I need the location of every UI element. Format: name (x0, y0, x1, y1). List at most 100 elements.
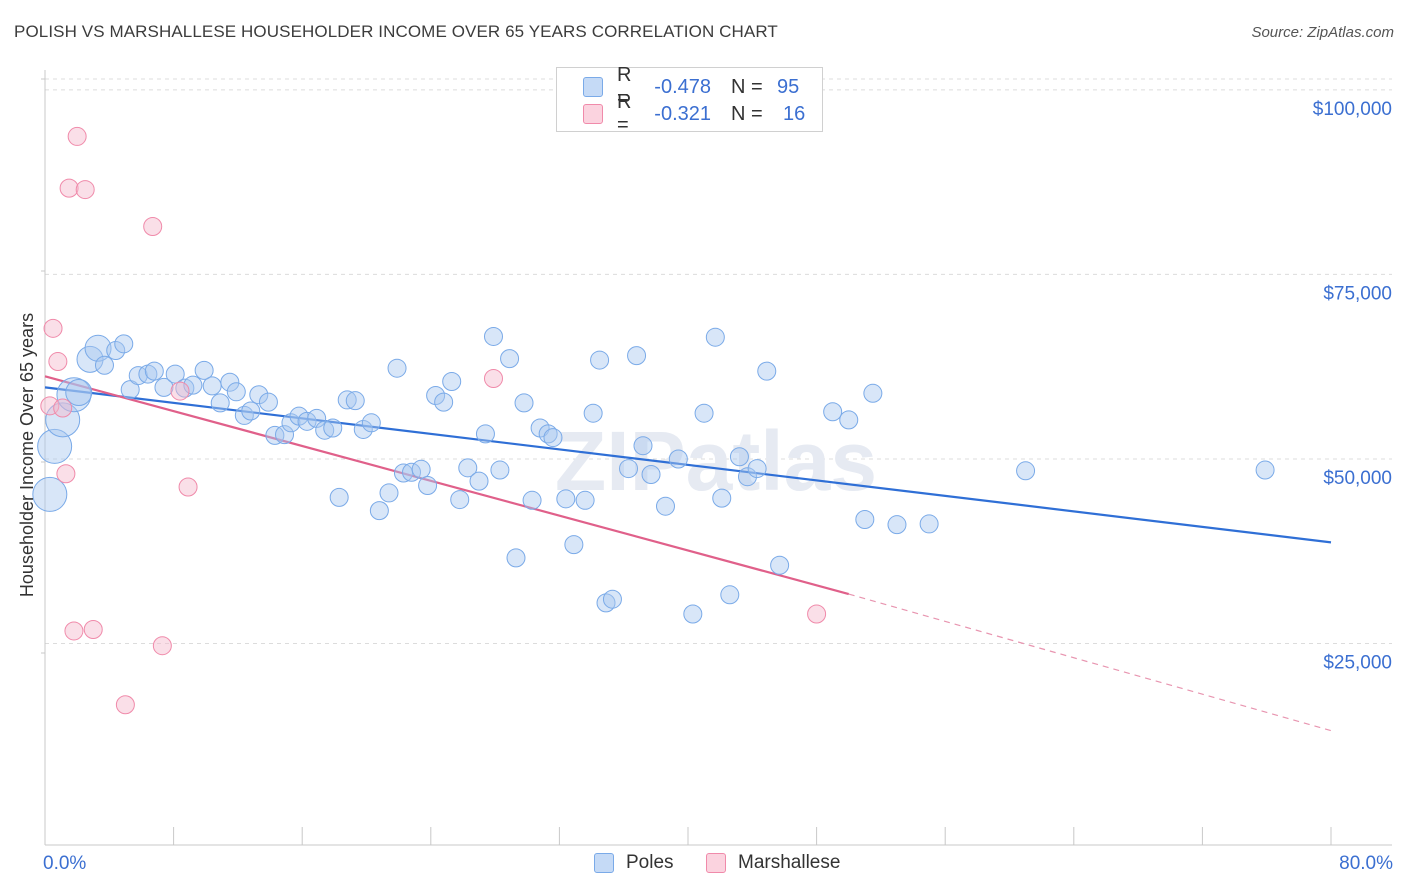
poles-point (737, 467, 757, 487)
poles-point (144, 361, 164, 381)
poles-point (323, 418, 343, 438)
poles-point (705, 327, 725, 347)
poles-point (694, 403, 714, 423)
poles-point (655, 496, 675, 516)
y-tick-label: $25,000 (1323, 652, 1392, 673)
legend-item-marshallese[interactable]: Marshallese (706, 852, 840, 874)
marshallese-point (83, 619, 103, 639)
chart-title: POLISH VS MARSHALLESE HOUSEHOLDER INCOME… (14, 22, 778, 41)
poles-point (329, 487, 349, 507)
poles-point (249, 385, 269, 405)
poles-swatch (583, 77, 603, 97)
poles-point (361, 413, 381, 433)
poles-point (76, 345, 104, 373)
legend-n-label: N = (731, 102, 763, 125)
legend-row-marshallese: R = -0.321 N = 16 (583, 91, 805, 136)
poles-point (241, 401, 261, 421)
legend-r-label: R = (617, 91, 632, 136)
poles-point (590, 350, 610, 370)
poles-point (863, 383, 883, 403)
marshallese-point (483, 369, 503, 389)
poles-point (258, 392, 278, 412)
poles-point (522, 490, 542, 510)
poles-point (641, 464, 661, 484)
poles-point (770, 555, 790, 575)
poles-point (94, 355, 114, 375)
legend-n-value: 95 (777, 75, 800, 98)
legend-item-poles[interactable]: Poles (594, 852, 674, 874)
poles-point (500, 349, 520, 369)
marshallese-trend-line (44, 375, 850, 596)
poles-point (729, 447, 749, 467)
poles-point (345, 391, 365, 411)
y-tick-label: $100,000 (1313, 99, 1392, 120)
marshallese-point (75, 180, 95, 200)
poles-point (210, 393, 230, 413)
marshallese-point (56, 464, 76, 484)
marshallese-point (59, 178, 79, 198)
legend-n-label: N = (731, 75, 763, 98)
poles-point (369, 501, 389, 521)
poles-point (583, 403, 603, 423)
series-legend: Poles Marshallese (0, 852, 1406, 878)
poles-point (683, 604, 703, 624)
poles-point (712, 488, 732, 508)
poles-point (556, 489, 576, 509)
poles-point (490, 460, 510, 480)
marshallese-point (152, 636, 172, 656)
poles-point (275, 425, 295, 445)
poles-point (37, 428, 73, 464)
poles-point (379, 483, 399, 503)
poles-point (265, 425, 285, 445)
poles-point (1255, 460, 1275, 480)
poles-point (387, 358, 407, 378)
poles-point (154, 377, 174, 397)
poles-point (202, 376, 222, 396)
legend-row-poles: R = -0.478 N = 95 (583, 64, 800, 109)
poles-point (458, 458, 478, 478)
poles-point (514, 393, 534, 413)
source-label: Source: ZipAtlas.com (1251, 24, 1394, 41)
poles-point (747, 459, 767, 479)
poles-point (353, 419, 373, 439)
poles-point (839, 410, 859, 430)
poles-point (128, 366, 148, 386)
poles-point (65, 379, 93, 407)
marshallese-point (178, 477, 198, 497)
poles-point (506, 548, 526, 568)
poles-point (106, 340, 126, 360)
poles-point (596, 593, 616, 613)
marshallese-point (64, 621, 84, 641)
stats-legend: R = -0.478 N = 95 R = -0.321 N = 16 (556, 64, 823, 136)
data-points (32, 126, 1275, 715)
marshallese-point (53, 398, 73, 418)
poles-point (564, 535, 584, 555)
axis-labels: $25,000 $50,000 $75,000 $100,000 0.0% 80.0% Ho… (17, 99, 1393, 874)
x-tick-label: 80.0% (1339, 853, 1393, 874)
poles-point (823, 402, 843, 422)
y-axis-label: Householder Income Over 65 years (17, 313, 37, 597)
poles-point (183, 375, 203, 395)
y-tick-label: $75,000 (1323, 283, 1392, 304)
poles-point (434, 392, 454, 412)
marshallese-point (43, 318, 63, 338)
poles-point (226, 382, 246, 402)
poles-point (84, 334, 112, 362)
poles-point (543, 428, 563, 448)
poles-point (315, 420, 335, 440)
poles-point (442, 371, 462, 391)
legend-r-value: -0.478 (654, 75, 711, 98)
poles-point (575, 490, 595, 510)
poles-point (337, 390, 357, 410)
marshallese-point (115, 695, 135, 715)
poles-point (220, 372, 240, 392)
poles-point (919, 514, 939, 534)
poles-point (281, 413, 301, 433)
y-tick-label: $50,000 (1323, 468, 1392, 489)
x-tick-label: 0.0% (43, 853, 86, 874)
marshallese-point (807, 604, 827, 624)
marshallese-point (67, 126, 87, 146)
poles-point (114, 334, 134, 354)
axes (41, 70, 1392, 846)
poles-point (1016, 461, 1036, 481)
